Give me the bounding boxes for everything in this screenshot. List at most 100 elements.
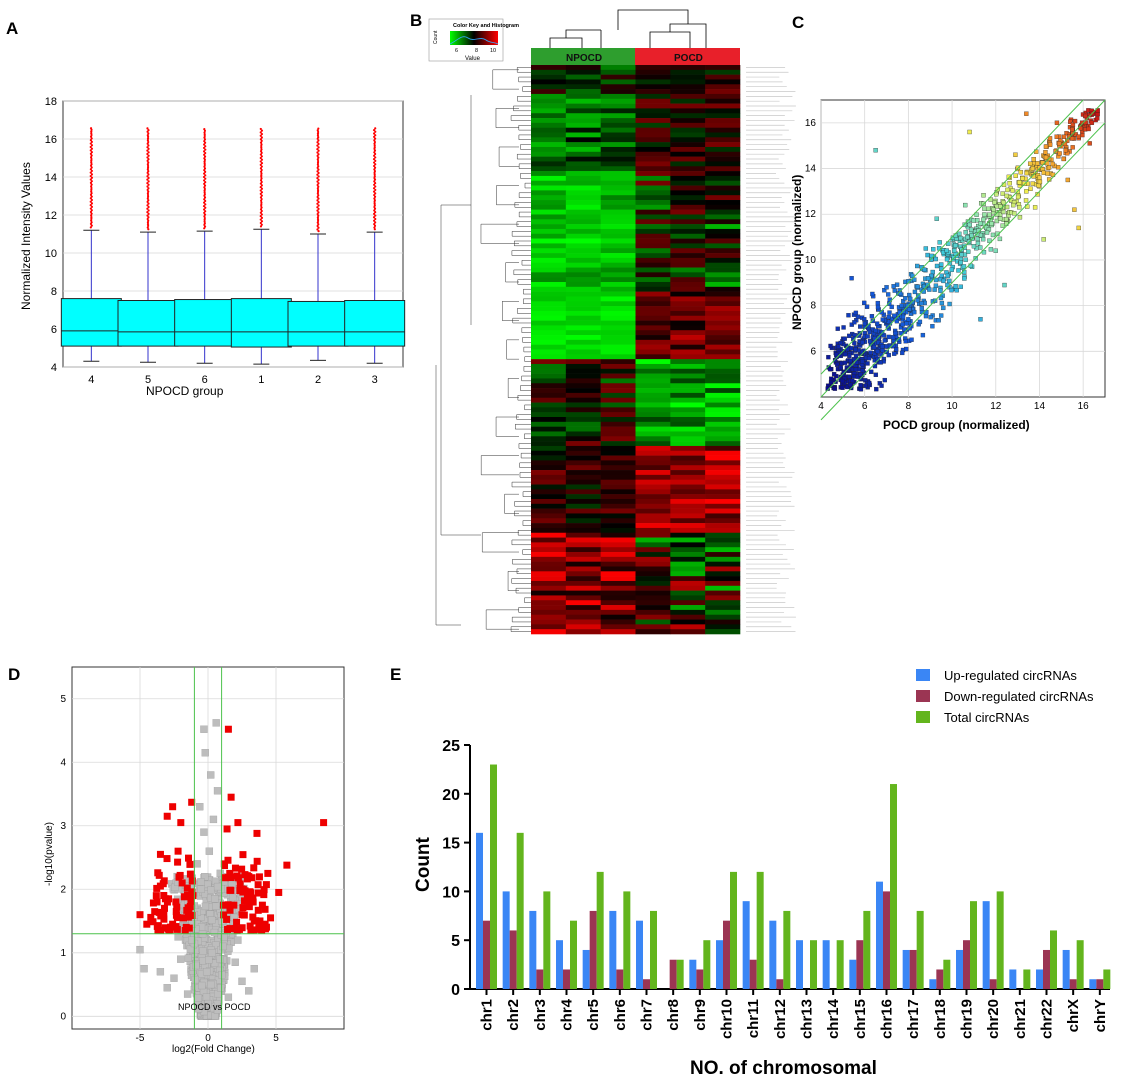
scatter-point [920, 332, 926, 338]
volcano-point-ns [170, 974, 178, 982]
heatmap-cell [600, 470, 636, 476]
volcano-point-sig [149, 899, 157, 907]
heatmap-cell [531, 185, 567, 191]
outlier-point [90, 202, 94, 205]
scatter-point [951, 255, 956, 260]
outlier-point [316, 195, 319, 199]
outlier-point [204, 145, 207, 148]
heatmap-cell [565, 310, 601, 317]
scatter-point [931, 247, 936, 252]
scatter-point [860, 359, 865, 364]
scatter-point [870, 291, 875, 297]
scatter-point [925, 276, 931, 281]
scatter-point [884, 285, 889, 290]
outlier-point [204, 170, 207, 173]
heatmap-cell [670, 590, 706, 596]
heatmap-cell [531, 484, 567, 490]
heatmap-cell [670, 214, 706, 220]
scatter-point [969, 233, 974, 238]
outlier-point [146, 181, 149, 185]
outlier-point [260, 168, 263, 172]
scatter-point [847, 353, 852, 359]
scatter-point [1063, 148, 1068, 153]
volcano-point-sig [226, 886, 234, 894]
heatmap-cell [600, 224, 636, 230]
heatmap-cell [705, 397, 741, 403]
heatmap-cell [635, 151, 671, 157]
outlier-point [89, 164, 93, 167]
box [230, 298, 292, 348]
heatmap-cell [670, 281, 706, 288]
heatmap-cell [600, 161, 636, 167]
scatter-point [1030, 166, 1036, 171]
heatmap-cell [531, 378, 567, 384]
scatter-point [884, 344, 889, 349]
group-label-npocd: NPOCD [566, 53, 602, 64]
heatmap-cell [635, 233, 671, 239]
outlier-point [203, 128, 206, 131]
heatmap-cell [600, 576, 636, 582]
outlier-point [89, 135, 93, 138]
heatmap-cell [670, 527, 706, 534]
volcano-point-ns [202, 968, 211, 976]
heatmap-cell [705, 180, 741, 186]
heatmap-cell [670, 257, 706, 264]
heatmap-cell [670, 373, 706, 379]
scatter-point [826, 354, 831, 360]
heatmap-cell [635, 108, 671, 114]
heatmap-cell [565, 344, 601, 350]
heatmap-cell [565, 339, 601, 345]
bar [570, 920, 577, 989]
outlier-point [373, 224, 377, 227]
heatmap-cell [600, 455, 636, 461]
outlier-point [147, 176, 150, 180]
heatmap-cell [600, 315, 636, 321]
scatter-point [882, 377, 887, 383]
outlier-point [373, 135, 376, 139]
outlier-point [147, 144, 150, 147]
scatter-point [1017, 205, 1022, 210]
heatmap-cell [635, 450, 671, 456]
outlier-point [147, 228, 150, 231]
heatmap-cell [565, 388, 601, 394]
volcano-point-sig [151, 908, 159, 916]
bar [1009, 969, 1017, 989]
outlier-point [373, 219, 376, 222]
outlier-point [259, 192, 262, 196]
outlier-point [90, 151, 93, 154]
volcano-point-ns [207, 886, 215, 894]
outlier-point [373, 178, 377, 181]
heatmap-cell [600, 200, 636, 206]
outlier-point [203, 186, 206, 189]
outlier-point [89, 174, 92, 178]
scatter-point [1072, 207, 1077, 212]
volcano-point-sig [223, 915, 231, 923]
heatmap-cell [705, 209, 741, 215]
outlier-point [89, 197, 92, 200]
scatter-point [917, 319, 923, 325]
heatmap-cell [565, 580, 601, 587]
heatmap-cell [635, 412, 671, 418]
heatmap-cell [635, 436, 671, 442]
heatmap-cell [600, 89, 636, 95]
heatmap-cell [705, 296, 741, 302]
heatmap-cell [565, 335, 601, 341]
outlier-point [203, 133, 206, 136]
heatmap-cell [705, 166, 741, 172]
heatmap-cell [705, 489, 741, 495]
outlier-point [90, 154, 93, 157]
volcano-point-sig [250, 864, 258, 872]
volcano-point-sig [254, 881, 262, 889]
heatmap-cell [565, 315, 601, 321]
outlier-point [203, 169, 206, 172]
volcano-point-sig [258, 901, 266, 909]
xtick-label: chr15 [852, 999, 869, 1039]
scatter-point [1070, 145, 1075, 150]
heatmap-cell [600, 320, 636, 326]
heatmap-cell [635, 624, 671, 630]
outlier-point [372, 190, 376, 193]
outlier-point [204, 206, 207, 209]
scatter-point [912, 289, 918, 295]
heatmap-cell [565, 257, 601, 264]
box [117, 300, 179, 347]
